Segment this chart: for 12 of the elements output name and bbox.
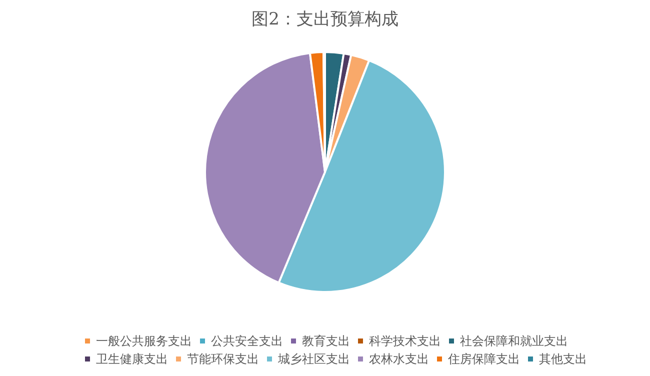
legend-label: 节能环保支出 bbox=[187, 352, 259, 366]
legend-label: 教育支出 bbox=[302, 334, 350, 348]
chart-title: 图2：支出预算构成 bbox=[252, 10, 398, 30]
legend-label: 科学技术支出 bbox=[369, 334, 441, 348]
legend-label: 其他支出 bbox=[539, 352, 587, 366]
legend-label: 一般公共服务支出 bbox=[96, 334, 192, 348]
legend-label: 住房保障支出 bbox=[447, 352, 520, 366]
legend-label: 城乡社区支出 bbox=[277, 352, 350, 366]
legend-label: 社会保障和就业支出 bbox=[460, 334, 568, 348]
legend-label: 公共安全支出 bbox=[211, 334, 283, 348]
legend-label: 卫生健康支出 bbox=[96, 352, 168, 366]
legend-label: 农林水支出 bbox=[369, 352, 429, 366]
